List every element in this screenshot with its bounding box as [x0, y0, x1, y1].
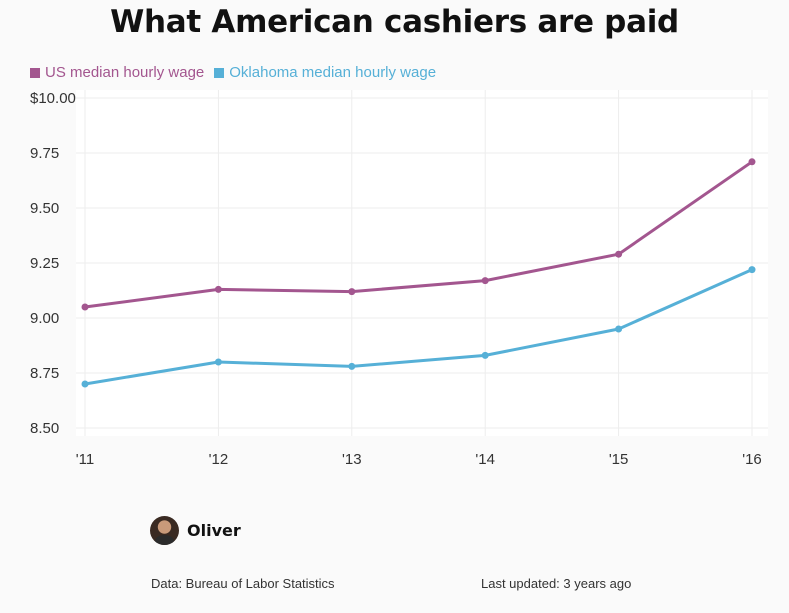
- legend-item-oklahoma: Oklahoma median hourly wage: [214, 64, 436, 81]
- data-point: [615, 250, 623, 258]
- y-tick-label: 9.25: [30, 255, 59, 272]
- x-tick-label: '16: [742, 451, 762, 468]
- legend-label-oklahoma: Oklahoma median hourly wage: [229, 64, 437, 81]
- legend: US median hourly wage Oklahoma median ho…: [30, 64, 446, 81]
- data-source: Data: Bureau of Labor Statistics: [151, 576, 335, 591]
- legend-item-us: US median hourly wage: [30, 64, 204, 81]
- x-tick-label: '11: [76, 451, 94, 468]
- series-line-0: [83, 160, 754, 309]
- x-tick-label: '14: [475, 451, 495, 468]
- y-tick-label: 9.00: [30, 310, 59, 327]
- data-point: [348, 288, 356, 296]
- x-tick-label: '15: [609, 451, 629, 468]
- data-point: [214, 285, 222, 293]
- data-point: [748, 266, 756, 274]
- x-tick-label: '12: [209, 451, 229, 468]
- author-name[interactable]: Oliver: [187, 521, 241, 540]
- data-point: [214, 358, 222, 366]
- legend-swatch-us: [30, 67, 40, 78]
- series-line-1: [83, 268, 754, 386]
- data-point: [748, 158, 756, 166]
- legend-swatch-oklahoma: [214, 67, 225, 78]
- person-avatar-icon: [150, 516, 179, 545]
- data-point: [481, 277, 489, 285]
- y-tick-label: $10.00: [30, 90, 76, 107]
- data-point: [481, 351, 489, 359]
- y-tick-label: 9.50: [30, 200, 59, 217]
- chart-title: What American cashiers are paid: [110, 4, 679, 40]
- x-tick-label: '13: [342, 451, 362, 468]
- last-updated: Last updated: 3 years ago: [481, 576, 632, 591]
- author-byline[interactable]: Oliver: [150, 516, 241, 545]
- data-point: [81, 380, 89, 388]
- y-tick-label: 8.50: [30, 420, 59, 437]
- data-point: [81, 303, 89, 311]
- line-chart: 8.50 8.75 9.00 9.25 9.50 9.75 $10.00 '11 '12 '13 '…: [30, 90, 768, 468]
- legend-label-us: US median hourly wage: [45, 64, 205, 81]
- data-point: [348, 362, 356, 370]
- data-point: [615, 325, 623, 333]
- y-tick-label: 8.75: [30, 365, 59, 382]
- y-tick-label: 9.75: [30, 145, 59, 162]
